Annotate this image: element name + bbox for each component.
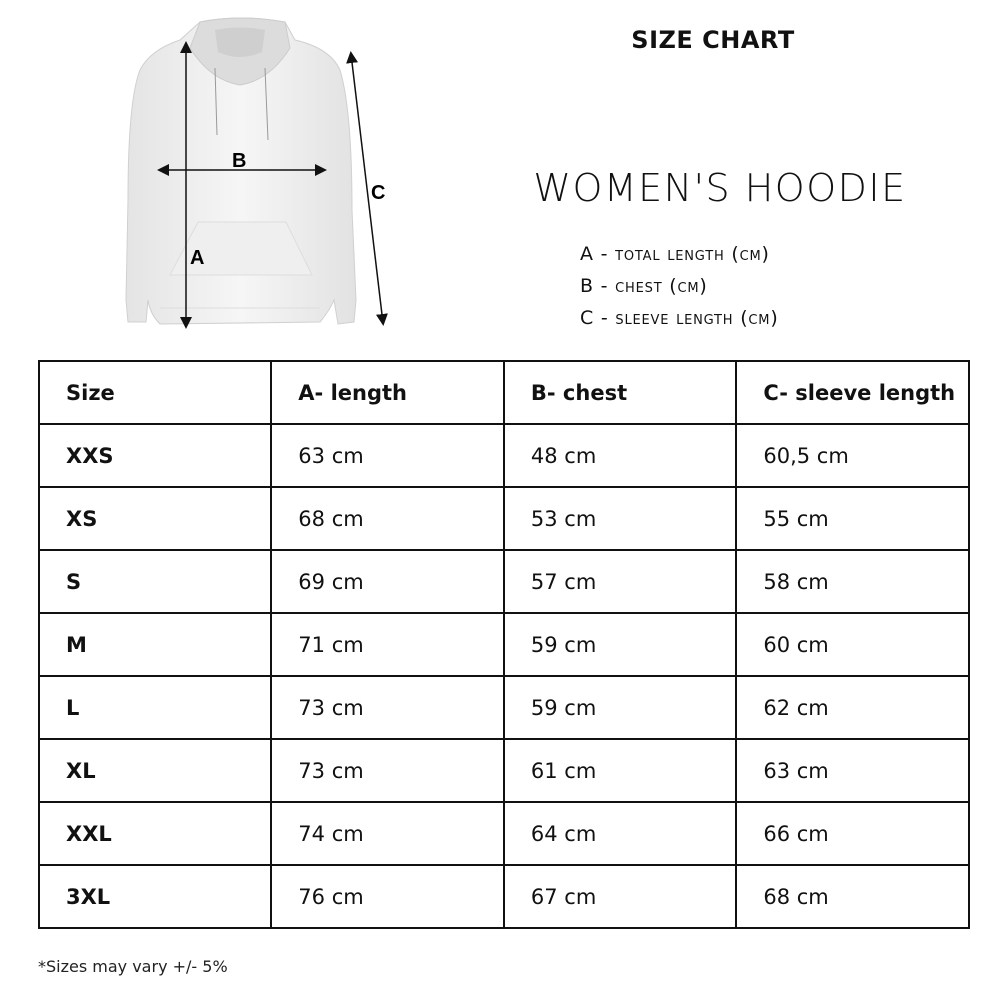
- hoodie-diagram: B A C: [125, 17, 388, 329]
- label-a: A: [190, 247, 204, 269]
- header-size: Size: [37, 360, 273, 425]
- header-chest: B- chest: [502, 360, 738, 425]
- cell-chest: 67 cm: [502, 864, 738, 929]
- cell-sleeve-length: 63 cm: [735, 738, 970, 803]
- cell-length: 71 cm: [270, 612, 505, 677]
- cell-size: L: [37, 675, 273, 740]
- table-row: S 69 cm 57 cm 58 cm: [37, 549, 970, 614]
- cell-sleeve-length: 60 cm: [735, 612, 970, 677]
- header-length: A- length: [270, 360, 505, 425]
- table-row: XL 73 cm 61 cm 63 cm: [37, 738, 970, 803]
- cell-chest: 64 cm: [502, 801, 738, 866]
- label-c: C: [371, 182, 385, 204]
- cell-chest: 59 cm: [502, 612, 738, 677]
- cell-chest: 48 cm: [502, 423, 738, 488]
- table-row: XXS 63 cm 48 cm 60,5 cm: [37, 423, 970, 488]
- cell-chest: 59 cm: [502, 675, 738, 740]
- cell-sleeve-length: 68 cm: [735, 864, 970, 929]
- cell-chest: 53 cm: [502, 486, 738, 551]
- table-row: M 71 cm 59 cm 60 cm: [37, 612, 970, 677]
- cell-chest: 61 cm: [502, 738, 738, 803]
- cell-sleeve-length: 60,5 cm: [735, 423, 970, 488]
- label-b: B: [232, 150, 246, 172]
- cell-size: XL: [37, 738, 273, 803]
- cell-sleeve-length: 58 cm: [735, 549, 970, 614]
- cell-length: 63 cm: [270, 423, 505, 488]
- footnote: *Sizes may vary +/- 5%: [38, 957, 228, 976]
- cell-sleeve-length: 55 cm: [735, 486, 970, 551]
- cell-length: 73 cm: [270, 738, 505, 803]
- table-row: L 73 cm 59 cm 62 cm: [37, 675, 970, 740]
- legend-item-b: B - chest (cm): [580, 275, 708, 297]
- table-row: 3XL 76 cm 67 cm 68 cm: [37, 864, 970, 929]
- cell-size: XXL: [37, 801, 273, 866]
- cell-chest: 57 cm: [502, 549, 738, 614]
- cell-sleeve-length: 62 cm: [735, 675, 970, 740]
- cell-length: 68 cm: [270, 486, 505, 551]
- header-sleeve-length: C- sleeve length: [735, 360, 970, 425]
- product-title: WOMEN'S HOODIE: [533, 166, 907, 210]
- cell-size: XXS: [37, 423, 273, 488]
- legend-item-c: C - sleeve length (cm): [580, 307, 779, 329]
- cell-size: S: [37, 549, 273, 614]
- table-row: XXL 74 cm 64 cm 66 cm: [37, 801, 970, 866]
- cell-length: 76 cm: [270, 864, 505, 929]
- table-header-row: Size A- length B- chest C- sleeve length: [37, 360, 970, 425]
- cell-size: 3XL: [37, 864, 273, 929]
- arrow-c: [346, 51, 388, 326]
- legend-item-a: A - total length (cm): [580, 243, 770, 265]
- size-table: Size A- length B- chest C- sleeve length…: [37, 360, 970, 929]
- cell-length: 73 cm: [270, 675, 505, 740]
- cell-size: M: [37, 612, 273, 677]
- cell-length: 69 cm: [270, 549, 505, 614]
- cell-size: XS: [37, 486, 273, 551]
- table-row: XS 68 cm 53 cm 55 cm: [37, 486, 970, 551]
- cell-length: 74 cm: [270, 801, 505, 866]
- size-chart-title: SIZE CHART: [631, 26, 795, 54]
- cell-sleeve-length: 66 cm: [735, 801, 970, 866]
